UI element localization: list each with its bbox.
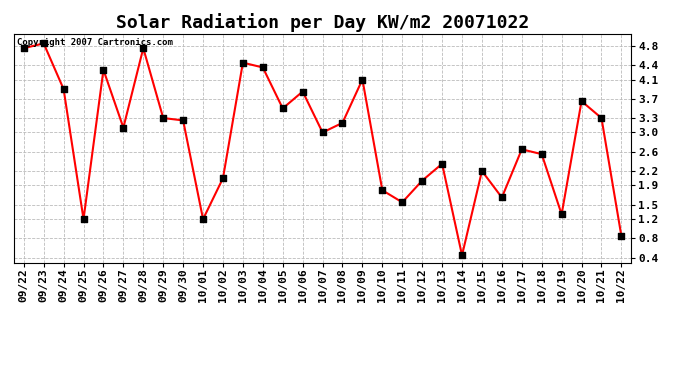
Point (317, 129, 328, 135)
Point (217, 175, 228, 181)
Point (616, 233, 627, 239)
Point (138, 45, 149, 51)
Point (357, 76, 368, 82)
Point (496, 195, 507, 201)
Point (257, 64, 268, 70)
Point (397, 199, 408, 205)
Point (118, 124, 129, 130)
Point (297, 88, 308, 94)
Point (177, 117, 188, 123)
Point (78, 216, 89, 222)
Point (576, 98, 587, 104)
Point (237, 60, 248, 66)
Point (457, 252, 468, 258)
Point (197, 216, 208, 222)
Text: Copyright 2007 Cartronics.com: Copyright 2007 Cartronics.com (17, 38, 172, 47)
Point (536, 151, 547, 157)
Point (417, 178, 428, 184)
Point (58, 86, 69, 92)
Point (437, 161, 448, 167)
Point (596, 115, 607, 121)
Title: Solar Radiation per Day KW/m2 20071022: Solar Radiation per Day KW/m2 20071022 (116, 13, 529, 32)
Point (38, 40, 49, 46)
Point (98, 67, 109, 73)
Point (556, 211, 567, 217)
Point (277, 105, 288, 111)
Point (158, 115, 169, 121)
Point (476, 168, 487, 174)
Point (18, 45, 29, 51)
Point (377, 187, 388, 193)
Point (516, 146, 527, 152)
Point (337, 120, 348, 126)
